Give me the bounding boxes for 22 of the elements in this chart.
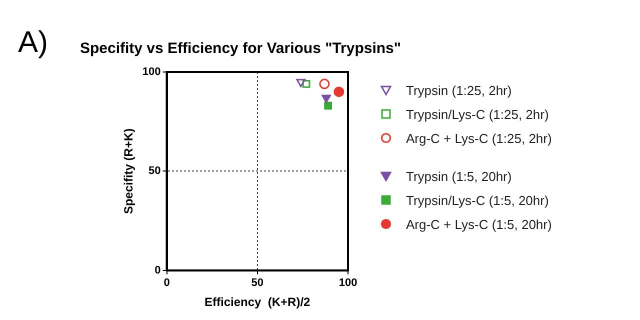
point	[334, 86, 344, 98]
point	[296, 78, 306, 88]
legend-label: Trypsin (1:25, 2hr)	[406, 82, 512, 98]
y-tick-label: 50	[148, 165, 161, 178]
y-tick-label: 0	[154, 264, 161, 276]
y-axis-title: Specifity (R+K)	[122, 128, 136, 214]
x-axis-title: Efficiency (K+R)/2	[204, 295, 311, 310]
legend-label: Arg-C + Lys-C (1:25, 2hr)	[406, 130, 552, 146]
point	[319, 78, 330, 90]
y-tick-label: 100	[142, 66, 161, 78]
point	[302, 80, 310, 88]
x-tick-label: 50	[251, 277, 264, 290]
x-tick-label: 0	[164, 277, 170, 290]
point	[322, 94, 331, 104]
legend-label: Trypsin/Lys-C (1:25, 2hr)	[406, 106, 549, 122]
point	[324, 102, 332, 110]
legend-label: Trypsin (1:5, 20hr)	[406, 168, 512, 184]
legend-label: Trypsin/Lys-C (1:5, 20hr)	[406, 192, 549, 208]
chart-title: Specifity vs Efficiency for Various "Trypsins"	[80, 40, 402, 57]
text: A)	[18, 26, 48, 60]
legend-label: Arg-C + Lys-C (1:5, 20hr)	[406, 216, 552, 232]
x-tick-label: 100	[338, 277, 358, 290]
